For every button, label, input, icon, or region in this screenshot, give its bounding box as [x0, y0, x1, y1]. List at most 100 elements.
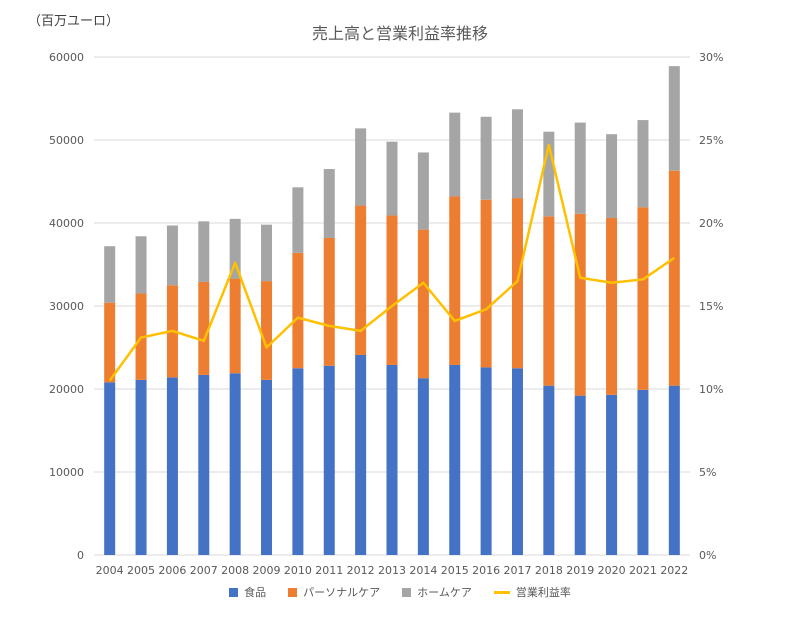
right-tick-label: 15% — [699, 300, 723, 313]
legend-item: パーソナルケア — [288, 584, 380, 600]
x-tick-label: 2011 — [315, 564, 343, 577]
left-tick-label: 20000 — [49, 383, 84, 396]
bar-2 — [574, 122, 586, 214]
bar-2 — [261, 224, 273, 282]
x-tick-label: 2020 — [598, 564, 626, 577]
bar-2 — [355, 128, 367, 206]
bar-1 — [104, 302, 116, 383]
bar-0 — [229, 373, 241, 555]
legend-item: ホームケア — [402, 584, 472, 600]
bar-2 — [511, 109, 523, 199]
x-tick-label: 2010 — [284, 564, 312, 577]
bar-0 — [417, 378, 429, 555]
bar-1 — [543, 216, 555, 386]
line-series — [108, 143, 676, 382]
bar-1 — [637, 207, 649, 390]
left-tick-label: 10000 — [49, 466, 84, 479]
legend: 食品 パーソナルケア ホームケア 営業利益率 — [0, 584, 800, 600]
x-tick-label: 2017 — [503, 564, 531, 577]
legend-label: 食品 — [244, 586, 267, 599]
bar-2 — [229, 218, 241, 279]
bar-2 — [449, 112, 461, 197]
left-tick-label: 40000 — [49, 217, 84, 230]
legend-item: 営業利益率 — [493, 584, 571, 600]
x-tick-label: 2004 — [96, 564, 124, 577]
bar-1 — [511, 198, 523, 369]
bar-2 — [323, 169, 335, 238]
bar-0 — [292, 368, 304, 555]
bar-2 — [292, 187, 304, 253]
x-tick-label: 2014 — [409, 564, 437, 577]
bar-1 — [229, 278, 241, 374]
left-axis-ticks: 0 10000 20000 30000 40000 50000 60000 — [49, 51, 84, 562]
x-tick-label: 2022 — [660, 564, 688, 577]
bar-1 — [386, 215, 398, 365]
bar-2 — [104, 246, 116, 303]
bar-2 — [166, 225, 178, 286]
left-tick-label: 60000 — [49, 51, 84, 64]
right-tick-label: 20% — [699, 217, 723, 230]
x-tick-label: 2009 — [253, 564, 281, 577]
bar-2 — [135, 236, 147, 294]
bar-0 — [166, 377, 178, 555]
bar-2 — [543, 131, 555, 217]
x-tick-label: 2008 — [221, 564, 249, 577]
bar-series — [104, 66, 680, 555]
x-tick-label: 2015 — [441, 564, 469, 577]
legend-label: 営業利益率 — [515, 586, 571, 599]
x-tick-label: 2019 — [566, 564, 594, 577]
bar-0 — [449, 364, 461, 555]
bar-2 — [386, 141, 398, 216]
right-tick-label: 5% — [699, 466, 716, 479]
bar-0 — [480, 367, 492, 555]
legend-item: 食品 — [229, 584, 266, 600]
left-tick-label: 30000 — [49, 300, 84, 313]
bar-0 — [104, 382, 116, 555]
bar-1 — [574, 213, 586, 396]
bar-0 — [511, 368, 523, 555]
legend-label: パーソナルケア — [303, 586, 381, 599]
left-tick-label: 0 — [77, 549, 84, 562]
bar-0 — [261, 379, 273, 555]
bar-1 — [261, 281, 273, 380]
right-tick-label: 0% — [699, 549, 716, 562]
x-axis-ticks: 2004 2005 2006 2007 2008 2009 2010 2011 2012 2013… — [96, 564, 689, 577]
chart-title: 売上高と営業利益率推移 — [311, 24, 488, 43]
legend-swatch — [288, 587, 298, 597]
bar-0 — [637, 389, 649, 555]
x-tick-label: 2021 — [629, 564, 657, 577]
legend-swatch — [493, 590, 510, 594]
bar-0 — [355, 354, 367, 555]
bar-1 — [668, 170, 680, 386]
legend-label: ホームケア — [417, 586, 472, 599]
x-tick-label: 2007 — [190, 564, 218, 577]
right-tick-label: 30% — [699, 51, 723, 64]
legend-swatch — [402, 587, 412, 597]
bar-1 — [292, 252, 304, 369]
bar-1 — [355, 205, 367, 355]
x-tick-label: 2006 — [158, 564, 186, 577]
bar-2 — [637, 120, 649, 208]
bar-0 — [606, 394, 618, 555]
bar-2 — [668, 66, 680, 171]
unit-label: （百万ユーロ） — [28, 14, 120, 29]
bar-0 — [323, 365, 335, 555]
bar-1 — [323, 237, 335, 366]
bar-2 — [417, 152, 429, 230]
bar-0 — [543, 385, 555, 555]
bar-2 — [606, 134, 618, 219]
bar-1 — [449, 196, 461, 365]
bar-0 — [668, 385, 680, 555]
right-tick-label: 10% — [699, 383, 723, 396]
bar-1 — [606, 218, 618, 395]
bar-2 — [198, 221, 210, 282]
x-tick-label: 2012 — [347, 564, 375, 577]
bar-0 — [574, 395, 586, 555]
right-axis-ticks: 0% 5% 10% 15% 20% 25% 30% — [699, 51, 723, 562]
bar-2 — [480, 116, 492, 200]
bar-1 — [417, 229, 429, 379]
x-tick-label: 2018 — [535, 564, 563, 577]
bar-1 — [480, 199, 492, 368]
bar-1 — [198, 281, 210, 375]
